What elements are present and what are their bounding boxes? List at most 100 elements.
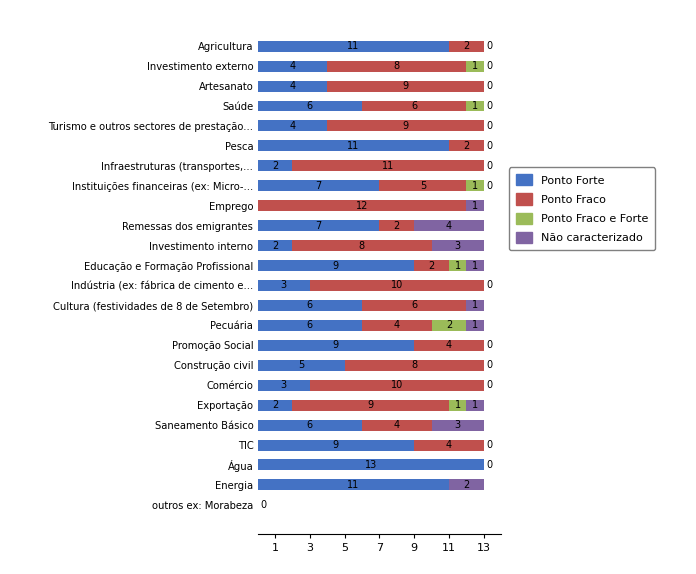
Bar [327, 80, 484, 92]
Bar [258, 41, 449, 52]
Text: 3: 3 [454, 241, 461, 251]
Bar [449, 141, 484, 152]
Text: 2: 2 [464, 480, 469, 490]
Text: 0: 0 [487, 101, 493, 111]
Bar [258, 440, 414, 451]
Text: 5: 5 [420, 181, 426, 191]
Bar [379, 180, 466, 191]
Text: 6: 6 [307, 300, 313, 311]
Bar [362, 320, 432, 331]
Text: 4: 4 [290, 81, 295, 91]
Bar [258, 459, 484, 471]
Text: 6: 6 [411, 101, 417, 111]
Text: 4: 4 [394, 420, 400, 430]
Text: 0: 0 [487, 61, 493, 71]
Text: 4: 4 [290, 121, 295, 131]
Text: 6: 6 [411, 300, 417, 311]
Text: 0: 0 [487, 141, 493, 151]
Text: 1: 1 [472, 400, 478, 410]
Bar [258, 380, 310, 391]
Text: 11: 11 [347, 480, 359, 490]
Bar [258, 180, 379, 191]
Bar [362, 420, 432, 430]
Text: 5: 5 [298, 360, 304, 370]
Bar [258, 360, 345, 371]
Text: 0: 0 [487, 121, 493, 131]
Text: 6: 6 [307, 101, 313, 111]
Bar [414, 220, 484, 231]
Bar [310, 280, 484, 291]
Bar [258, 220, 379, 231]
Text: 2: 2 [464, 41, 469, 51]
Text: 2: 2 [429, 261, 434, 270]
Bar [449, 479, 484, 490]
Text: 0: 0 [487, 41, 493, 51]
Bar [258, 400, 292, 410]
Text: 2: 2 [394, 220, 400, 231]
Text: 9: 9 [333, 440, 339, 450]
Text: 3: 3 [280, 380, 287, 390]
Text: 1: 1 [472, 201, 478, 211]
Text: 6: 6 [307, 420, 313, 430]
Text: 9: 9 [333, 340, 339, 350]
Text: 1: 1 [454, 400, 461, 410]
Bar [466, 200, 484, 211]
Text: 9: 9 [402, 81, 409, 91]
Bar [432, 420, 484, 430]
Bar [258, 320, 362, 331]
Text: 4: 4 [446, 220, 452, 231]
Bar [362, 100, 466, 111]
Bar [466, 61, 484, 72]
Bar [466, 300, 484, 311]
Bar [258, 80, 327, 92]
Text: 0: 0 [487, 460, 493, 470]
Bar [466, 320, 484, 331]
Text: 4: 4 [446, 340, 452, 350]
Text: 0: 0 [487, 440, 493, 450]
Legend: Ponto Forte, Ponto Fraco, Ponto Fraco e Forte, Não caracterizado: Ponto Forte, Ponto Fraco, Ponto Fraco e … [509, 168, 656, 250]
Bar [466, 400, 484, 410]
Bar [449, 260, 466, 271]
Bar [327, 61, 466, 72]
Text: 12: 12 [356, 201, 368, 211]
Text: 0: 0 [487, 81, 493, 91]
Text: 1: 1 [472, 101, 478, 111]
Text: 10: 10 [390, 380, 403, 390]
Bar [258, 300, 362, 311]
Text: 6: 6 [307, 320, 313, 331]
Bar [258, 121, 327, 131]
Text: 8: 8 [394, 61, 400, 71]
Text: 7: 7 [315, 220, 322, 231]
Text: 0: 0 [487, 360, 493, 370]
Text: 2: 2 [272, 400, 278, 410]
Text: 2: 2 [272, 161, 278, 171]
Text: 4: 4 [446, 440, 452, 450]
Text: 11: 11 [382, 161, 394, 171]
Text: 8: 8 [359, 241, 365, 251]
Text: 10: 10 [390, 281, 403, 290]
Bar [414, 340, 484, 351]
Text: 3: 3 [454, 420, 461, 430]
Bar [258, 340, 414, 351]
Bar [310, 380, 484, 391]
Text: 11: 11 [347, 141, 359, 151]
Text: 1: 1 [454, 261, 461, 270]
Bar [345, 360, 484, 371]
Text: 1: 1 [472, 320, 478, 331]
Text: 1: 1 [472, 261, 478, 270]
Text: 0: 0 [487, 161, 493, 171]
Text: 0: 0 [487, 281, 493, 290]
Bar [258, 240, 292, 251]
Bar [449, 41, 484, 52]
Bar [258, 61, 327, 72]
Bar [414, 440, 484, 451]
Text: 2: 2 [446, 320, 452, 331]
Bar [466, 180, 484, 191]
Text: 0: 0 [487, 340, 493, 350]
Bar [258, 420, 362, 430]
Text: 4: 4 [394, 320, 400, 331]
Bar [466, 100, 484, 111]
Bar [432, 240, 484, 251]
Bar [292, 400, 449, 410]
Text: 8: 8 [411, 360, 417, 370]
